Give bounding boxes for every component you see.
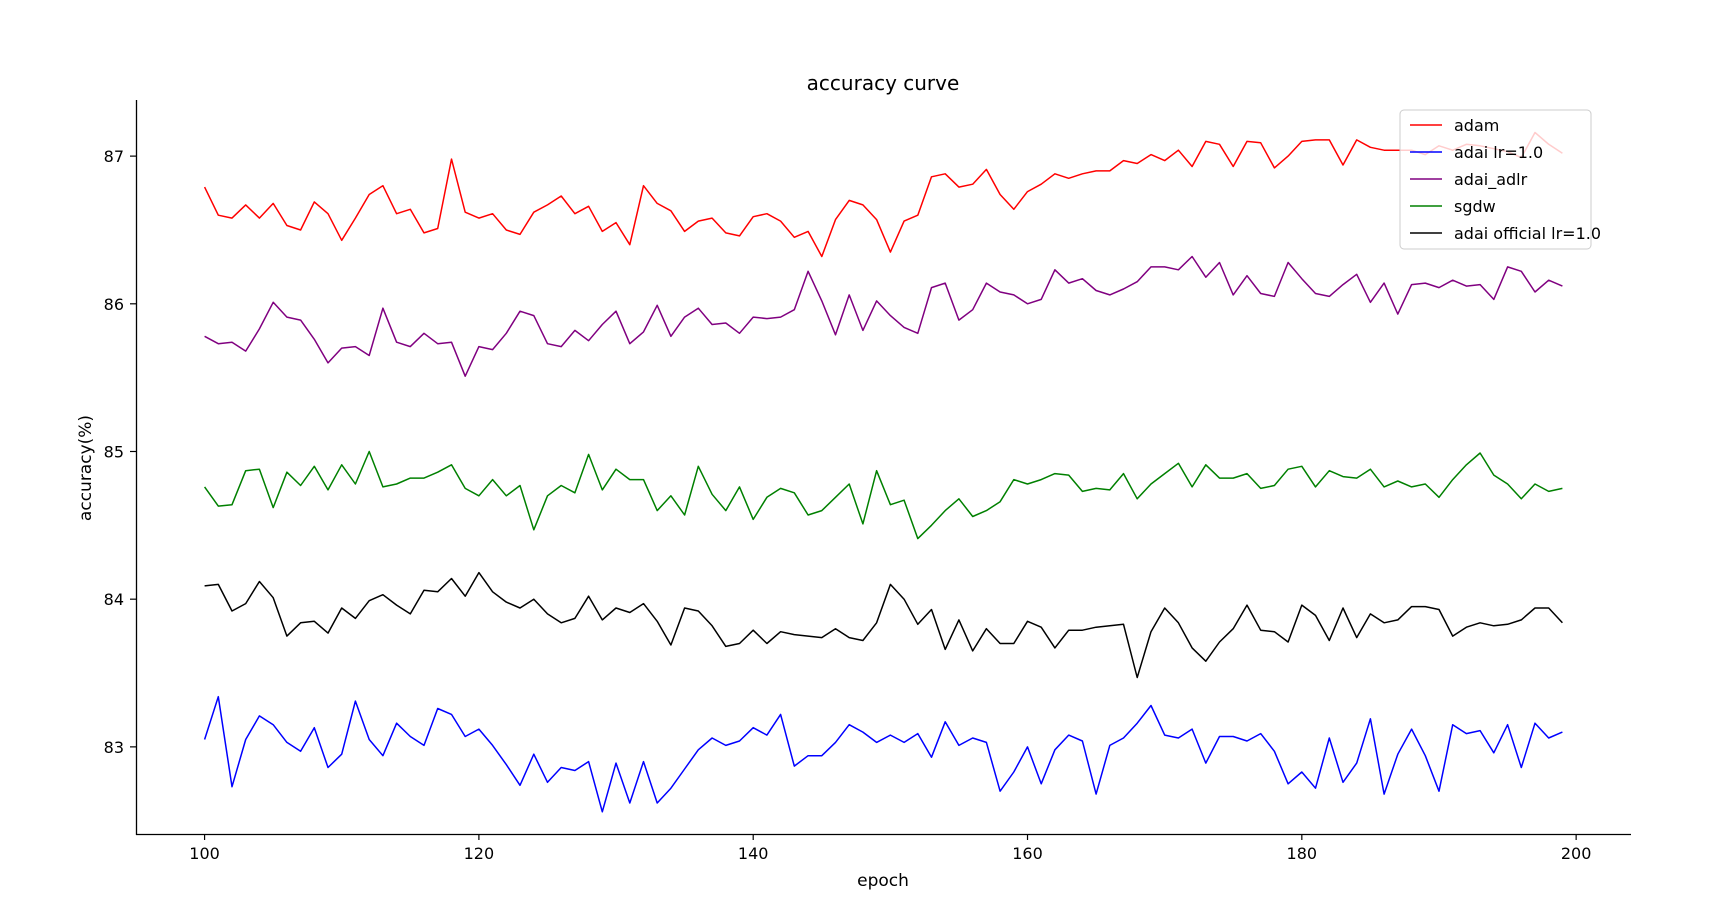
legend-label: adai_adlr	[1454, 170, 1528, 190]
x-tick-label: 160	[1012, 844, 1043, 863]
legend-label: adam	[1454, 116, 1499, 135]
x-tick-label: 140	[738, 844, 769, 863]
series-layer	[203, 131, 1563, 813]
x-tick-label: 100	[189, 844, 220, 863]
y-tick-label: 86	[104, 295, 124, 314]
y-tick-label: 84	[104, 590, 124, 609]
y-axis-label: accuracy(%)	[76, 415, 96, 521]
chart-title: accuracy curve	[807, 71, 960, 95]
series-line-4	[203, 450, 1563, 540]
legend-label: adai official lr=1.0	[1454, 224, 1601, 243]
series-line-3	[204, 255, 1563, 377]
x-tick-label: 200	[1561, 844, 1592, 863]
x-axis-label: epoch	[857, 871, 909, 891]
series-line-1	[203, 131, 1563, 258]
y-tick-label: 85	[104, 442, 124, 461]
series-line-5	[204, 571, 1563, 679]
series-line-2	[203, 695, 1563, 813]
y-tick-label: 87	[104, 147, 124, 166]
y-tick-label: 83	[104, 738, 124, 757]
legend-label: sgdw	[1454, 197, 1496, 216]
x-ticks: 100 120 140 160 180 200	[189, 834, 1591, 863]
legend-label: adai lr=1.0	[1454, 143, 1543, 162]
legend-box	[1399, 109, 1592, 250]
x-tick-label: 180	[1287, 844, 1318, 863]
x-tick-label: 120	[464, 844, 495, 863]
y-ticks: 83 84 85 86 87	[104, 147, 136, 757]
